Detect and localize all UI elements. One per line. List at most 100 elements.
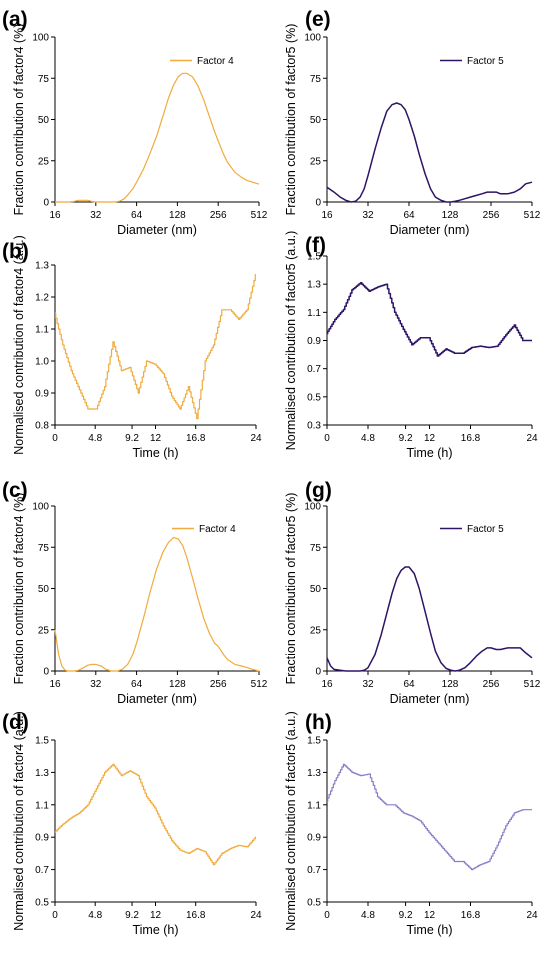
y-tick-label: 0 [315, 667, 321, 678]
x-tick-label: 16 [49, 210, 61, 221]
y-axis-label: Normalised contribution of factor5 (a.u.… [284, 711, 298, 931]
y-tick-label: 50 [310, 115, 322, 126]
y-tick-label: 0.9 [307, 833, 321, 844]
y-tick-label: 1.1 [35, 800, 49, 811]
x-tick-label: 256 [483, 210, 500, 221]
y-tick-label: 0.5 [307, 392, 321, 403]
panel-letter: (d) [2, 711, 29, 734]
series-line [327, 763, 532, 871]
series-line [54, 536, 260, 672]
x-tick-label: 4.8 [88, 433, 102, 444]
panel-h: 0 4.8 9.2 12 16.8 24 0.5 0.7 0.9 1.1 1.3 1.5 Time (h… [284, 711, 538, 937]
x-tick-label: 9.2 [125, 910, 139, 921]
panel-letter: (b) [2, 240, 29, 263]
y-tick-label: 75 [38, 74, 50, 85]
x-tick-label: 32 [90, 679, 102, 690]
series-line [326, 566, 533, 672]
legend-label: Factor 5 [467, 524, 504, 535]
panel-g: 16 32 64 128 256 512 0 25 50 75 100 Diameter (nm) Fr… [284, 479, 541, 706]
y-tick-label: 75 [38, 543, 50, 554]
x-tick-label: 32 [90, 210, 102, 221]
y-tick-label: 25 [310, 156, 322, 167]
y-tick-label: 50 [38, 115, 50, 126]
panel-d: 0 4.8 9.2 12 16.8 24 0.5 0.7 0.9 1.1 1.3 1.5 Time (h… [2, 711, 262, 937]
panel-letter: (e) [305, 8, 331, 31]
x-tick-label: 24 [250, 910, 262, 921]
y-tick-label: 0.5 [35, 898, 49, 909]
x-tick-label: 128 [169, 210, 186, 221]
legend-label: Factor 5 [467, 56, 504, 67]
x-tick-label: 128 [442, 679, 459, 690]
x-tick-label: 16 [321, 210, 333, 221]
y-tick-label: 1.3 [35, 261, 49, 272]
y-tick-label: 100 [32, 502, 49, 513]
y-tick-label: 25 [38, 156, 50, 167]
x-axis-label: Time (h) [406, 446, 452, 460]
x-tick-label: 4.8 [361, 910, 375, 921]
x-tick-label: 24 [250, 433, 262, 444]
x-tick-label: 512 [524, 210, 541, 221]
panel-letter: (c) [2, 479, 28, 502]
x-tick-label: 256 [210, 210, 227, 221]
panel-letter: (h) [305, 711, 332, 734]
y-tick-label: 0.9 [35, 833, 49, 844]
y-tick-label: 1.1 [35, 325, 49, 336]
x-tick-label: 4.8 [88, 910, 102, 921]
y-tick-label: 0.3 [307, 421, 321, 432]
y-tick-label: 25 [38, 625, 50, 636]
x-tick-label: 0 [52, 910, 58, 921]
series-line [55, 72, 259, 203]
y-tick-label: 1.1 [307, 308, 321, 319]
x-tick-label: 64 [403, 679, 415, 690]
x-tick-label: 0 [52, 433, 58, 444]
y-tick-label: 100 [304, 502, 321, 513]
y-tick-label: 0 [315, 198, 321, 209]
x-tick-label: 32 [362, 679, 374, 690]
x-tick-label: 16 [321, 679, 333, 690]
y-axis-label: Fraction contribution of factor5 (%) [284, 493, 298, 685]
x-tick-label: 32 [362, 210, 374, 221]
y-tick-label: 1.5 [307, 736, 321, 747]
x-tick-label: 16.8 [461, 433, 481, 444]
y-tick-label: 100 [32, 33, 49, 44]
x-tick-label: 256 [483, 679, 500, 690]
y-tick-label: 1.3 [35, 768, 49, 779]
x-tick-label: 0 [324, 910, 330, 921]
y-axis-label: Fraction contribution of factor4 (%) [12, 24, 26, 216]
y-tick-label: 50 [38, 584, 50, 595]
y-tick-label: 75 [310, 74, 322, 85]
panel-b: 0 4.8 9.2 12 16.8 24 0.8 0.9 1.0 1.1 1.2 1.3 Time (h… [2, 235, 262, 460]
y-tick-label: 1.3 [307, 768, 321, 779]
x-tick-label: 64 [403, 210, 415, 221]
x-tick-label: 12 [424, 910, 436, 921]
series-line [55, 763, 256, 866]
y-tick-label: 0 [43, 667, 49, 678]
x-tick-label: 0 [324, 433, 330, 444]
x-tick-label: 512 [251, 210, 268, 221]
x-axis-label: Diameter (nm) [117, 692, 197, 706]
y-tick-label: 1.3 [307, 280, 321, 291]
legend-label: Factor 4 [197, 56, 234, 67]
x-tick-label: 12 [150, 433, 162, 444]
y-tick-label: 0.9 [35, 389, 49, 400]
x-tick-label: 9.2 [125, 433, 139, 444]
series-line [326, 102, 533, 203]
x-tick-label: 9.2 [399, 910, 413, 921]
panel-e: 16 32 64 128 256 512 0 25 50 75 100 Diameter (nm) Fr… [284, 8, 541, 237]
y-axis-label: Normalised contribution of factor4 (a.u.… [12, 711, 26, 931]
x-axis-label: Time (h) [132, 446, 178, 460]
x-tick-label: 128 [169, 679, 186, 690]
panel-letter: (g) [305, 479, 332, 502]
series-line [55, 274, 256, 420]
y-tick-label: 75 [310, 543, 322, 554]
y-tick-label: 25 [310, 625, 322, 636]
y-axis-label: Normalised contribution of factor4 (a.u.… [12, 235, 26, 455]
y-tick-label: 0.8 [35, 421, 49, 432]
x-tick-label: 128 [442, 210, 459, 221]
panel-c: 16 32 64 128 256 512 0 25 50 75 100 Diameter (nm) Fr… [2, 479, 268, 706]
x-tick-label: 16 [49, 679, 61, 690]
panel-letter: (f) [305, 234, 326, 257]
x-tick-label: 9.2 [399, 433, 413, 444]
y-axis-label: Normalised contribution of factor5 (a.u.… [284, 231, 298, 451]
y-tick-label: 1.2 [35, 293, 49, 304]
